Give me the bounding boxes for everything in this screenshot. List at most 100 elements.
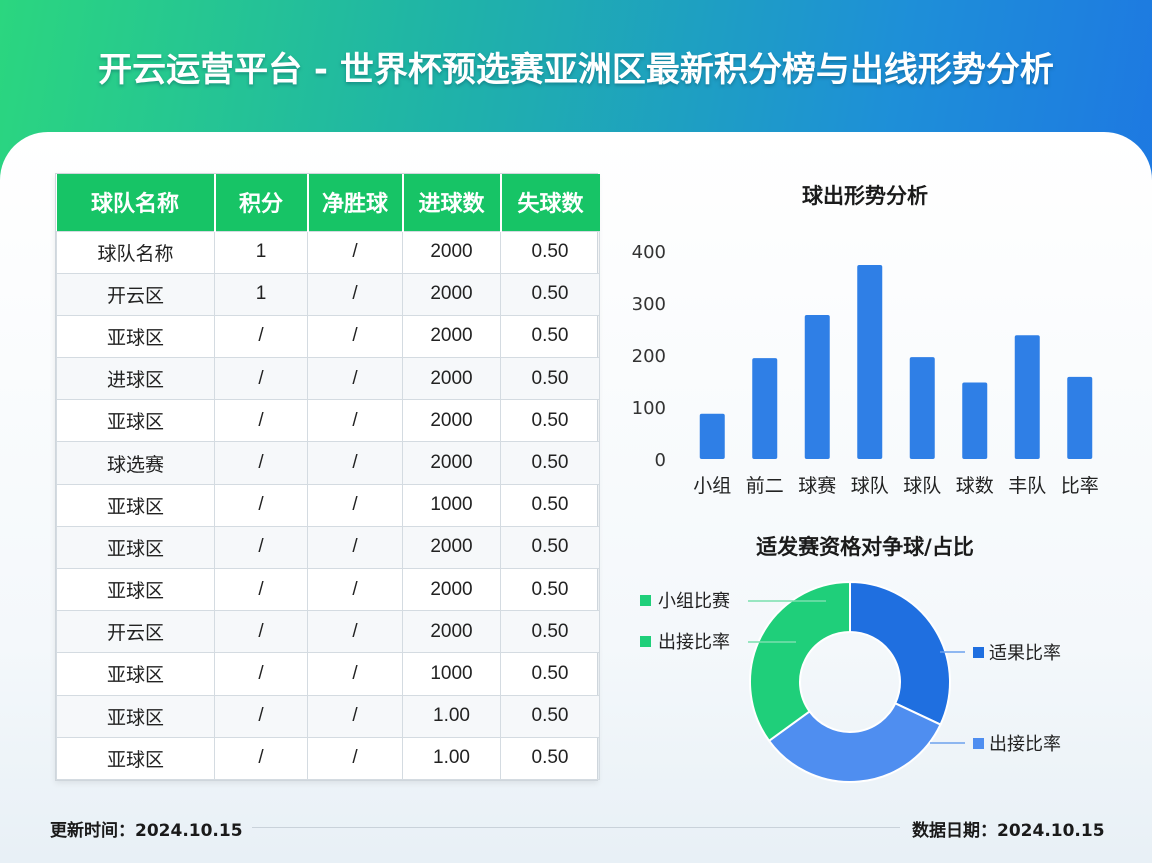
column-header-team[interactable]: 球队名称 (56, 174, 216, 231)
goals-for-cell: 1.00 (402, 736, 501, 781)
footer-divider (252, 827, 900, 828)
goals-for-cell: 2000 (402, 399, 501, 443)
team-cell: 亚球区 (56, 694, 215, 738)
goals-for-cell: 2000 (402, 314, 501, 359)
bar (699, 413, 725, 459)
goals-against-cell: 0.50 (500, 399, 600, 443)
table-row[interactable]: 亚球区 //2000 0.50 (56, 314, 600, 359)
column-header-points[interactable]: 积分 (214, 174, 309, 231)
bar (962, 382, 988, 459)
legend-swatch (640, 636, 651, 647)
donut-chart-title: 适发赛资格对争球/占比 (756, 535, 974, 559)
table-row[interactable]: 亚球区 //2000 0.50 (56, 525, 600, 570)
team-cell: 亚球区 (56, 567, 215, 612)
legend-label: 小组比赛 (658, 591, 730, 612)
points-cell: / (214, 314, 308, 359)
bar (1067, 376, 1093, 459)
points-cell: / (214, 694, 308, 738)
goals-against-cell: 0.50 (500, 314, 600, 359)
goals-against-cell: 0.50 (500, 525, 600, 570)
points-cell: / (214, 357, 308, 401)
update-time: 更新时间：2024.10.15 (50, 821, 243, 841)
goal-diff-cell: / (307, 610, 403, 654)
column-header-goal-diff[interactable]: 净胜球 (307, 174, 404, 231)
x-tick-label: 丰队 (1008, 475, 1046, 497)
team-cell: 开云区 (56, 610, 215, 654)
data-date: 数据日期：2024.10.15 (912, 821, 1105, 841)
standings-table: 球队名称 积分 净胜球 进球数 失球数 球队名称 1/2000 0.50 开云区 1/2… (55, 173, 600, 781)
bar (909, 357, 935, 459)
points-cell: / (214, 525, 308, 570)
table-row[interactable]: 开云区 //2000 0.50 (56, 610, 600, 654)
legend-label: 适果比率 (989, 643, 1061, 664)
goals-against-cell: 0.50 (500, 610, 600, 654)
team-cell: 亚球区 (56, 736, 215, 781)
legend-label: 出接比率 (658, 632, 730, 653)
goal-diff-cell: / (307, 230, 403, 274)
points-cell: / (214, 652, 308, 696)
column-header-goals-against[interactable]: 失球数 (500, 174, 600, 231)
table-row[interactable]: 亚球区 //1.00 0.50 (56, 694, 600, 738)
team-cell: 亚球区 (56, 525, 215, 570)
y-tick-label: 0 (655, 450, 666, 471)
team-cell: 亚球区 (56, 652, 215, 696)
team-cell: 开云区 (56, 272, 215, 316)
points-cell: / (214, 441, 308, 485)
goal-diff-cell: / (307, 314, 403, 359)
bar (1014, 335, 1040, 459)
table-row[interactable]: 球队名称 1/2000 0.50 (56, 230, 600, 274)
goals-for-cell: 1.00 (402, 694, 501, 738)
goal-diff-cell: / (307, 652, 403, 696)
donut-slice-2 (767, 701, 942, 783)
goal-diff-cell: / (307, 567, 403, 612)
goals-against-cell: 0.50 (500, 652, 600, 696)
goals-for-cell: 2000 (402, 525, 501, 570)
points-cell: 1 (214, 230, 308, 274)
team-cell: 亚球区 (56, 399, 215, 443)
x-tick-label: 球数 (956, 475, 994, 497)
bar-chart-title: 球出形势分析 (802, 184, 928, 208)
goals-for-cell: 2000 (402, 567, 501, 612)
x-tick-label: 球队 (903, 475, 941, 497)
team-cell: 球队名称 (56, 230, 215, 274)
table-row[interactable]: 亚球区 //2000 0.50 (56, 399, 600, 443)
goals-against-cell: 0.50 (500, 230, 600, 274)
goals-against-cell: 0.50 (500, 694, 600, 738)
x-tick-label: 小组 (693, 475, 731, 497)
goals-against-cell: 0.50 (500, 357, 600, 401)
table-row[interactable]: 亚球区 //1000 0.50 (56, 483, 600, 527)
legend-swatch (973, 738, 984, 749)
legend-swatch (973, 647, 984, 658)
donut-chart: 小组比赛 出接比率 适果比率 出接比率 (640, 580, 1061, 783)
goals-against-cell: 0.50 (500, 272, 600, 316)
donut-slice-3 (749, 580, 851, 743)
table-row[interactable]: 亚球区 //2000 0.50 (56, 567, 600, 612)
goal-diff-cell: / (307, 272, 403, 316)
x-tick-label: 球赛 (798, 475, 836, 497)
donut-slice-1 (849, 580, 951, 726)
table-row[interactable]: 球选赛 //2000 0.50 (56, 441, 600, 485)
x-tick-label: 前二 (746, 475, 784, 497)
bar (857, 265, 883, 459)
y-tick-label: 400 (632, 242, 666, 263)
points-cell: / (214, 567, 308, 612)
table-header-row: 球队名称 积分 净胜球 进球数 失球数 (56, 174, 600, 231)
legend-swatch (640, 595, 651, 606)
bar (752, 358, 778, 459)
team-cell: 进球区 (56, 357, 215, 401)
goal-diff-cell: / (307, 357, 403, 401)
column-header-goals-for[interactable]: 进球数 (402, 174, 502, 231)
goals-for-cell: 2000 (402, 610, 501, 654)
table-row[interactable]: 亚球区 //1000 0.50 (56, 652, 600, 696)
goal-diff-cell: / (307, 399, 403, 443)
table-row[interactable]: 进球区 //2000 0.50 (56, 357, 600, 401)
goals-against-cell: 0.50 (500, 736, 600, 781)
team-cell: 亚球区 (56, 314, 215, 359)
table-row[interactable]: 开云区 1/2000 0.50 (56, 272, 600, 316)
team-cell: 亚球区 (56, 483, 215, 527)
goal-diff-cell: / (307, 441, 403, 485)
goals-against-cell: 0.50 (500, 441, 600, 485)
table-row[interactable]: 亚球区 //1.00 0.50 (56, 736, 600, 781)
y-tick-label: 300 (632, 294, 666, 315)
goal-diff-cell: / (307, 525, 403, 570)
